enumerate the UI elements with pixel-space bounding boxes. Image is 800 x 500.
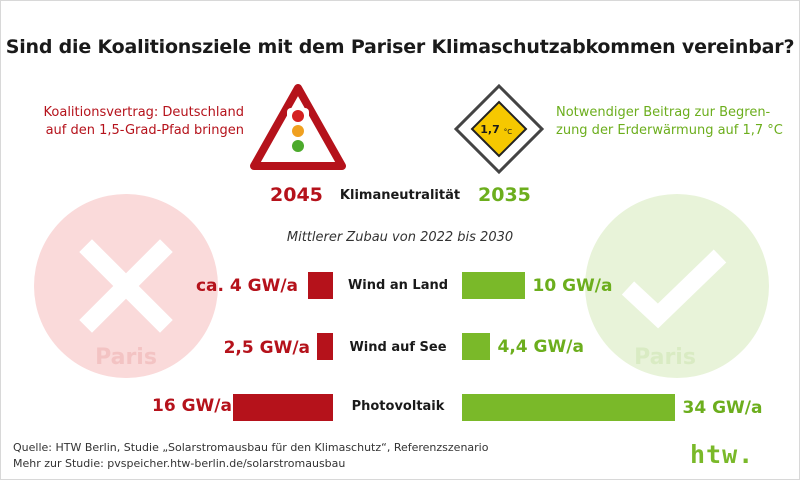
paris-label-left: Paris — [95, 345, 157, 370]
target-caption: Notwendiger Beitrag zur Begren- zung der… — [556, 104, 796, 140]
value-right-photovoltaik: 34 GW/a — [682, 398, 763, 418]
value-right-wind-land: 10 GW/a — [532, 276, 613, 296]
chart-subtitle: Mittlerer Zubau von 2022 bis 2030 — [286, 230, 514, 245]
target-caption-line1: Notwendiger Beitrag zur Begren- — [556, 105, 771, 120]
target-caption-line2: zung der Erderwärmung auf 1,7 °C — [556, 123, 783, 138]
chart-title: Sind die Koalitionsziele mit dem Pariser… — [5, 36, 795, 58]
traffic-light-sign-icon — [250, 84, 346, 170]
value-left-wind-land: ca. 4 GW/a — [195, 276, 298, 296]
bar-right-photovoltaik — [462, 394, 675, 421]
coalition-caption-line1: Koalitionsvertrag: Deutschland — [43, 105, 244, 120]
year-target: 2035 — [478, 184, 531, 206]
sign-unit: °C — [504, 128, 513, 136]
bar-left-photovoltaik — [233, 394, 333, 421]
value-left-photovoltaik: 16 GW/a — [152, 396, 232, 416]
bar-right-wind-land — [462, 272, 525, 299]
source-line2: Mehr zur Studie: pvspeicher.htw-berlin.d… — [13, 457, 346, 470]
source-note: Quelle: HTW Berlin, Studie „Solarstromau… — [13, 440, 488, 472]
checkmark-icon — [621, 249, 727, 329]
sign-value: 1,7 — [480, 123, 500, 136]
climate-neutrality-label: Klimaneutralität — [339, 188, 461, 203]
value-right-wind-sea: 4,4 GW/a — [497, 337, 584, 357]
source-line1: Quelle: HTW Berlin, Studie „Solarstromau… — [13, 441, 489, 454]
bar-left-wind-land — [308, 272, 333, 299]
category-wind-sea: Wind auf See — [349, 340, 447, 355]
cross-icon — [79, 239, 173, 333]
bar-left-wind-sea — [317, 333, 333, 360]
value-left-wind-sea: 2,5 GW/a — [223, 338, 310, 358]
coalition-caption: Koalitionsvertrag: Deutschland auf den 1… — [14, 104, 244, 140]
bar-right-wind-sea — [462, 333, 490, 360]
paris-label-right: Paris — [634, 345, 696, 370]
year-coalition: 2045 — [270, 184, 323, 206]
htw-logo: htw. — [690, 440, 755, 469]
priority-road-sign-icon: 1,7 °C — [453, 83, 545, 175]
category-photovoltaik: Photovoltaik — [351, 399, 445, 414]
coalition-caption-line2: auf den 1,5-Grad-Pfad bringen — [45, 123, 244, 138]
category-wind-land: Wind an Land — [347, 278, 449, 293]
